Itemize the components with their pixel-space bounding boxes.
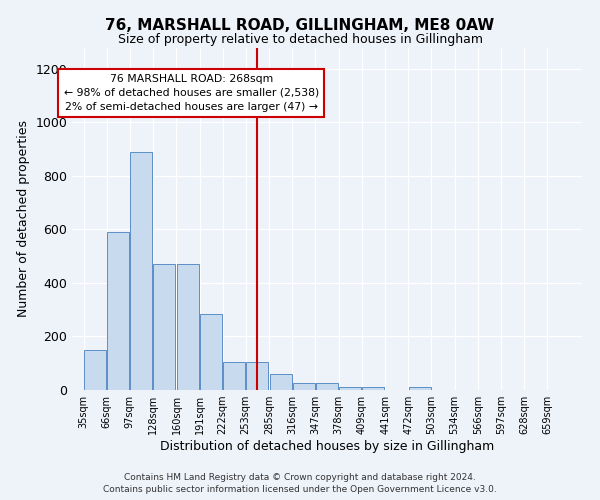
Bar bbox=[107, 232, 129, 390]
Bar bbox=[293, 383, 315, 390]
Text: 76, MARSHALL ROAD, GILLINGHAM, ME8 0AW: 76, MARSHALL ROAD, GILLINGHAM, ME8 0AW bbox=[106, 18, 494, 32]
Bar bbox=[84, 350, 106, 390]
Text: Size of property relative to detached houses in Gillingham: Size of property relative to detached ho… bbox=[118, 32, 482, 46]
Text: 76 MARSHALL ROAD: 268sqm
← 98% of detached houses are smaller (2,538)
2% of semi: 76 MARSHALL ROAD: 268sqm ← 98% of detach… bbox=[64, 74, 319, 112]
Bar bbox=[223, 362, 245, 390]
Bar bbox=[130, 152, 152, 390]
Bar bbox=[270, 374, 292, 390]
Y-axis label: Number of detached properties: Number of detached properties bbox=[17, 120, 30, 318]
Bar bbox=[409, 387, 431, 390]
Bar bbox=[246, 362, 268, 390]
Bar bbox=[339, 386, 361, 390]
Bar bbox=[362, 386, 384, 390]
Bar bbox=[200, 314, 222, 390]
Bar bbox=[177, 264, 199, 390]
Bar bbox=[153, 264, 175, 390]
X-axis label: Distribution of detached houses by size in Gillingham: Distribution of detached houses by size … bbox=[160, 440, 494, 453]
Bar bbox=[316, 382, 338, 390]
Text: Contains HM Land Registry data © Crown copyright and database right 2024.
Contai: Contains HM Land Registry data © Crown c… bbox=[103, 472, 497, 494]
